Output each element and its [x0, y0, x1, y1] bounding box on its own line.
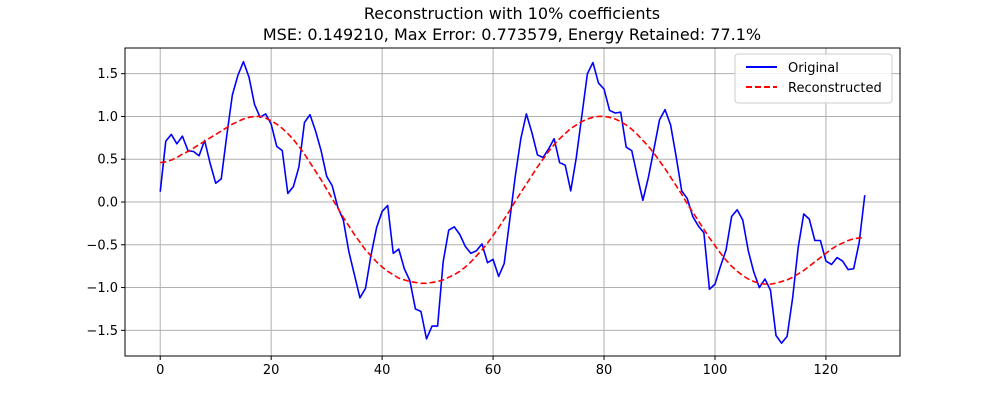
y-tick-label: −1.0 — [86, 281, 118, 296]
x-tick-label: 40 — [374, 363, 391, 378]
axis-ticks: 0 20 40 60 80 100 120 −1.5 −1.0 −0.5 0.0 0.5 1.0 1.5 — [86, 67, 838, 378]
y-tick-label: 0.5 — [97, 153, 118, 168]
y-tick-label: 1.0 — [97, 110, 118, 125]
series-line-original — [159, 60, 866, 344]
y-tick-label: −1.5 — [86, 324, 118, 339]
legend-original-label: Original — [788, 61, 839, 76]
x-tick-label: 0 — [156, 363, 164, 378]
chart-title: Reconstruction with 10% coefficients — [364, 4, 660, 23]
x-tick-label: 20 — [263, 363, 280, 378]
y-tick-label: 0.0 — [97, 196, 118, 211]
legend-reconstructed-label: Reconstructed — [788, 81, 882, 96]
x-tick-label: 60 — [485, 363, 502, 378]
y-tick-label: −0.5 — [86, 238, 118, 253]
series-lines — [159, 60, 866, 344]
series-line-reconstructed — [160, 115, 865, 285]
y-tick-label: 1.5 — [97, 67, 118, 82]
x-tick-label: 100 — [703, 363, 728, 378]
chart-subtitle: MSE: 0.149210, Max Error: 0.773579, Ener… — [263, 25, 761, 44]
x-tick-label: 120 — [814, 363, 839, 378]
x-tick-label: 80 — [596, 363, 613, 378]
legend: Original Reconstructed — [734, 53, 893, 104]
